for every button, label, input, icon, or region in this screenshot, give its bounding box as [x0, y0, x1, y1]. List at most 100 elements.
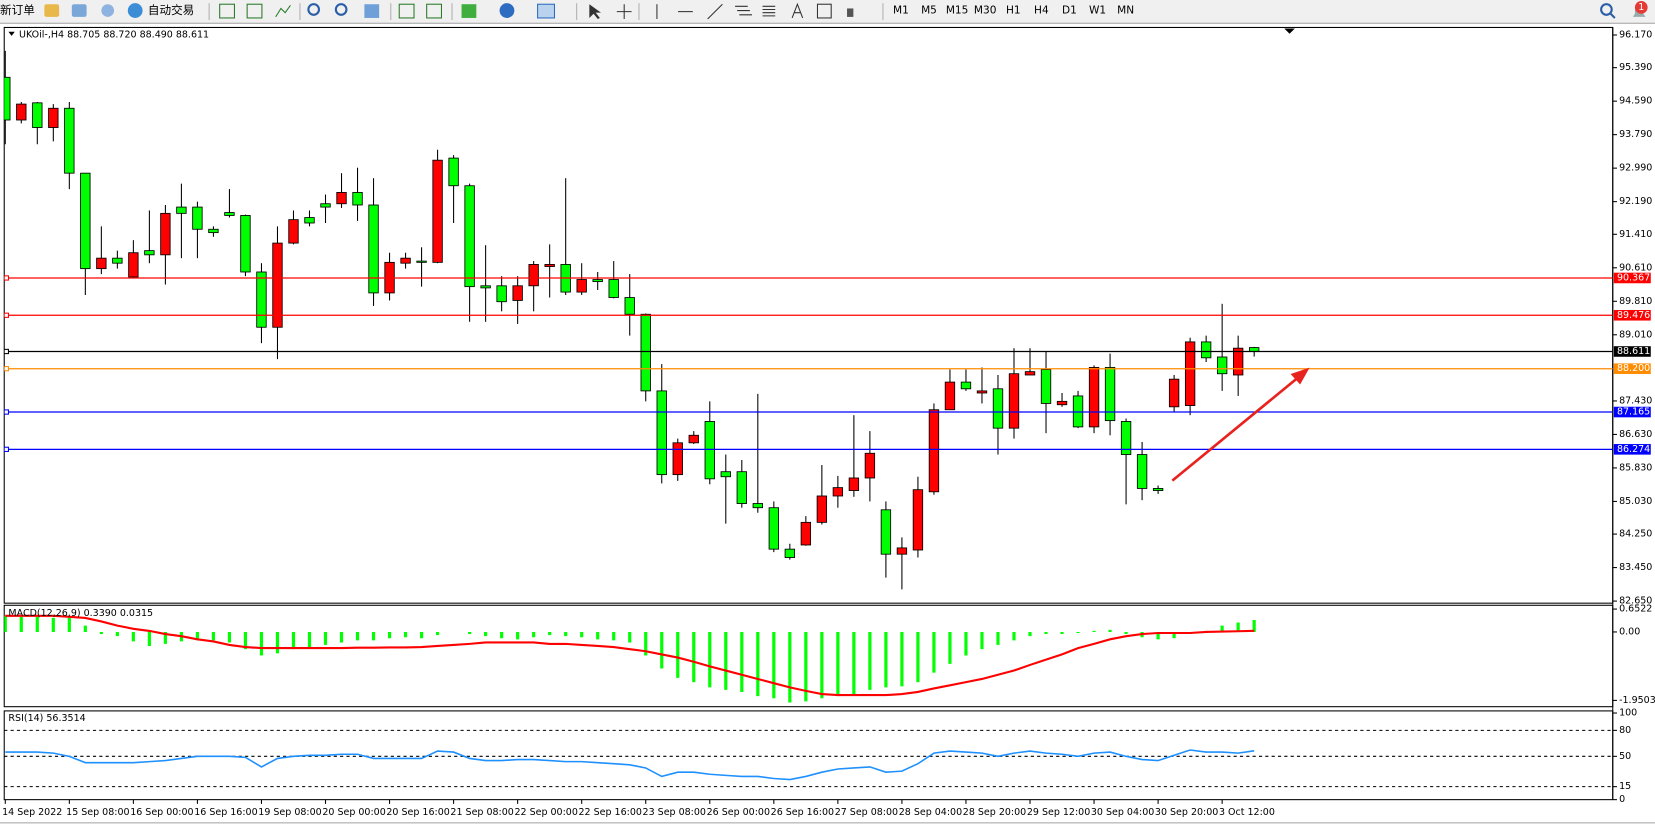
x-tick-label: 28 Sep 04:00: [899, 807, 962, 818]
price-level-handle[interactable]: [4, 348, 9, 355]
y-tick-label: 87.430: [1619, 395, 1652, 406]
symbol-menu-arrow[interactable]: [8, 31, 15, 36]
candle-body: [64, 107, 75, 174]
price-level-handle[interactable]: [4, 312, 9, 318]
timeframe-button[interactable]: M5: [921, 5, 937, 17]
y-tick-label: 100: [1619, 708, 1637, 719]
x-tick-label: 22 Sep 00:00: [514, 807, 577, 818]
macd-title: MACD(12,26,9) 0.3390 0.0315: [8, 608, 153, 619]
candle-body: [432, 159, 443, 263]
candle-body: [1216, 356, 1228, 375]
notification-badge[interactable]: [1634, 1, 1648, 14]
candle-body: [960, 381, 972, 390]
timeframe-button[interactable]: M30: [974, 5, 997, 17]
candle-body: [800, 521, 812, 546]
candle-chart-button[interactable]: [246, 3, 263, 19]
templates-button[interactable]: [537, 3, 556, 19]
candle-body: [224, 212, 235, 216]
candle-body: [1136, 454, 1148, 489]
periods-button[interactable]: [499, 3, 515, 18]
candle-body: [528, 264, 539, 287]
candle-body: [128, 252, 139, 278]
price-level-label: 87.165: [1617, 407, 1650, 418]
candle-body: [144, 250, 155, 256]
auto-trading-button[interactable]: 自动交易: [148, 3, 194, 17]
candle-body: [768, 507, 780, 550]
y-tick-label: 86.630: [1619, 429, 1652, 440]
zoom-out-button[interactable]: [334, 3, 348, 16]
search-button-handle: [1609, 12, 1616, 19]
x-tick-label: 19 Sep 08:00: [258, 807, 321, 818]
price-level-tag: [1613, 309, 1651, 321]
bar-chart-button[interactable]: [219, 3, 235, 19]
channel-button[interactable]: [735, 5, 752, 16]
timeframe-button[interactable]: H4: [1034, 5, 1049, 17]
price-level-label: 86.274: [1617, 444, 1650, 455]
timeframe-bar: M1 M5 M15 M30 H1 H4 D1 W1 MN: [893, 5, 1134, 17]
timeframe-button[interactable]: MN: [1117, 5, 1134, 17]
y-tick-label: 94.590: [1619, 96, 1652, 107]
trendline-button[interactable]: [707, 3, 723, 20]
auto-trading-icon[interactable]: [127, 3, 143, 18]
candle-body: [4, 76, 11, 121]
zoom-in-button[interactable]: [307, 3, 321, 16]
autoscroll-button[interactable]: [398, 3, 415, 19]
candle-body: [416, 260, 427, 263]
candle-body: [720, 471, 731, 478]
candle-body: [368, 204, 379, 294]
text-button[interactable]: [791, 2, 804, 19]
timeframe-button[interactable]: W1: [1089, 5, 1106, 17]
candle-body: [1152, 488, 1164, 491]
annotation-arrow: [1171, 373, 1303, 482]
price-level-handle[interactable]: [4, 446, 9, 452]
rsi-title: RSI(14) 56.3514: [8, 713, 85, 724]
candle-body: [1088, 367, 1100, 428]
y-tick-label: 15: [1619, 781, 1631, 792]
icon[interactable]: [101, 4, 115, 17]
candle-body: [816, 495, 828, 523]
x-tick-label: 16 Sep 16:00: [194, 807, 257, 818]
price-level-handle[interactable]: [4, 366, 9, 372]
candle-body: [896, 547, 908, 555]
arrows-button[interactable]: [847, 8, 854, 17]
cursor-button[interactable]: [589, 4, 601, 20]
price-level-handle[interactable]: [4, 275, 9, 281]
timeframe-button[interactable]: H1: [1006, 5, 1021, 17]
candle-body: [208, 228, 219, 234]
indicators-button[interactable]: [461, 4, 477, 18]
icon[interactable]: [71, 4, 87, 17]
candle-body: [16, 103, 27, 121]
timeframe-button[interactable]: D1: [1062, 5, 1077, 17]
y-tick-label: 80: [1619, 725, 1631, 736]
y-tick-label: 90.610: [1619, 262, 1652, 273]
chart-title: UKOil-,H4 88.705 88.720 88.490 88.611: [19, 29, 209, 40]
timeframe-button[interactable]: M15: [946, 5, 969, 17]
tile-button[interactable]: [364, 4, 380, 18]
price-level-label: 90.367: [1617, 272, 1650, 283]
shift-button[interactable]: [426, 3, 443, 19]
new-order-button[interactable]: 新订单: [0, 3, 35, 17]
macd-plot: [4, 614, 1256, 703]
x-tick-label: 30 Sep 04:00: [1091, 807, 1154, 818]
price-level-handle[interactable]: [4, 409, 9, 415]
icon[interactable]: [44, 4, 60, 17]
candle-body: [944, 381, 956, 411]
crosshair-button[interactable]: [616, 4, 632, 20]
line-chart-button[interactable]: [275, 4, 291, 18]
x-tick-label: 20 Sep 00:00: [322, 807, 385, 818]
candle-body: [592, 279, 603, 283]
main-plot: [4, 50, 1613, 590]
candle-body: [288, 219, 299, 244]
search-button[interactable]: [1600, 3, 1613, 16]
label-button[interactable]: [816, 3, 832, 19]
candle-body: [1168, 378, 1180, 408]
candle-body: [1040, 369, 1052, 404]
fibo-button[interactable]: [762, 5, 776, 17]
x-tick-label: 30 Sep 20:00: [1155, 807, 1218, 818]
candle-body: [32, 102, 43, 128]
price-level-tag: [1613, 272, 1651, 284]
timeframe-button[interactable]: M1: [893, 5, 909, 17]
notification-count: 1: [1638, 2, 1644, 13]
candle-body: [256, 271, 267, 328]
